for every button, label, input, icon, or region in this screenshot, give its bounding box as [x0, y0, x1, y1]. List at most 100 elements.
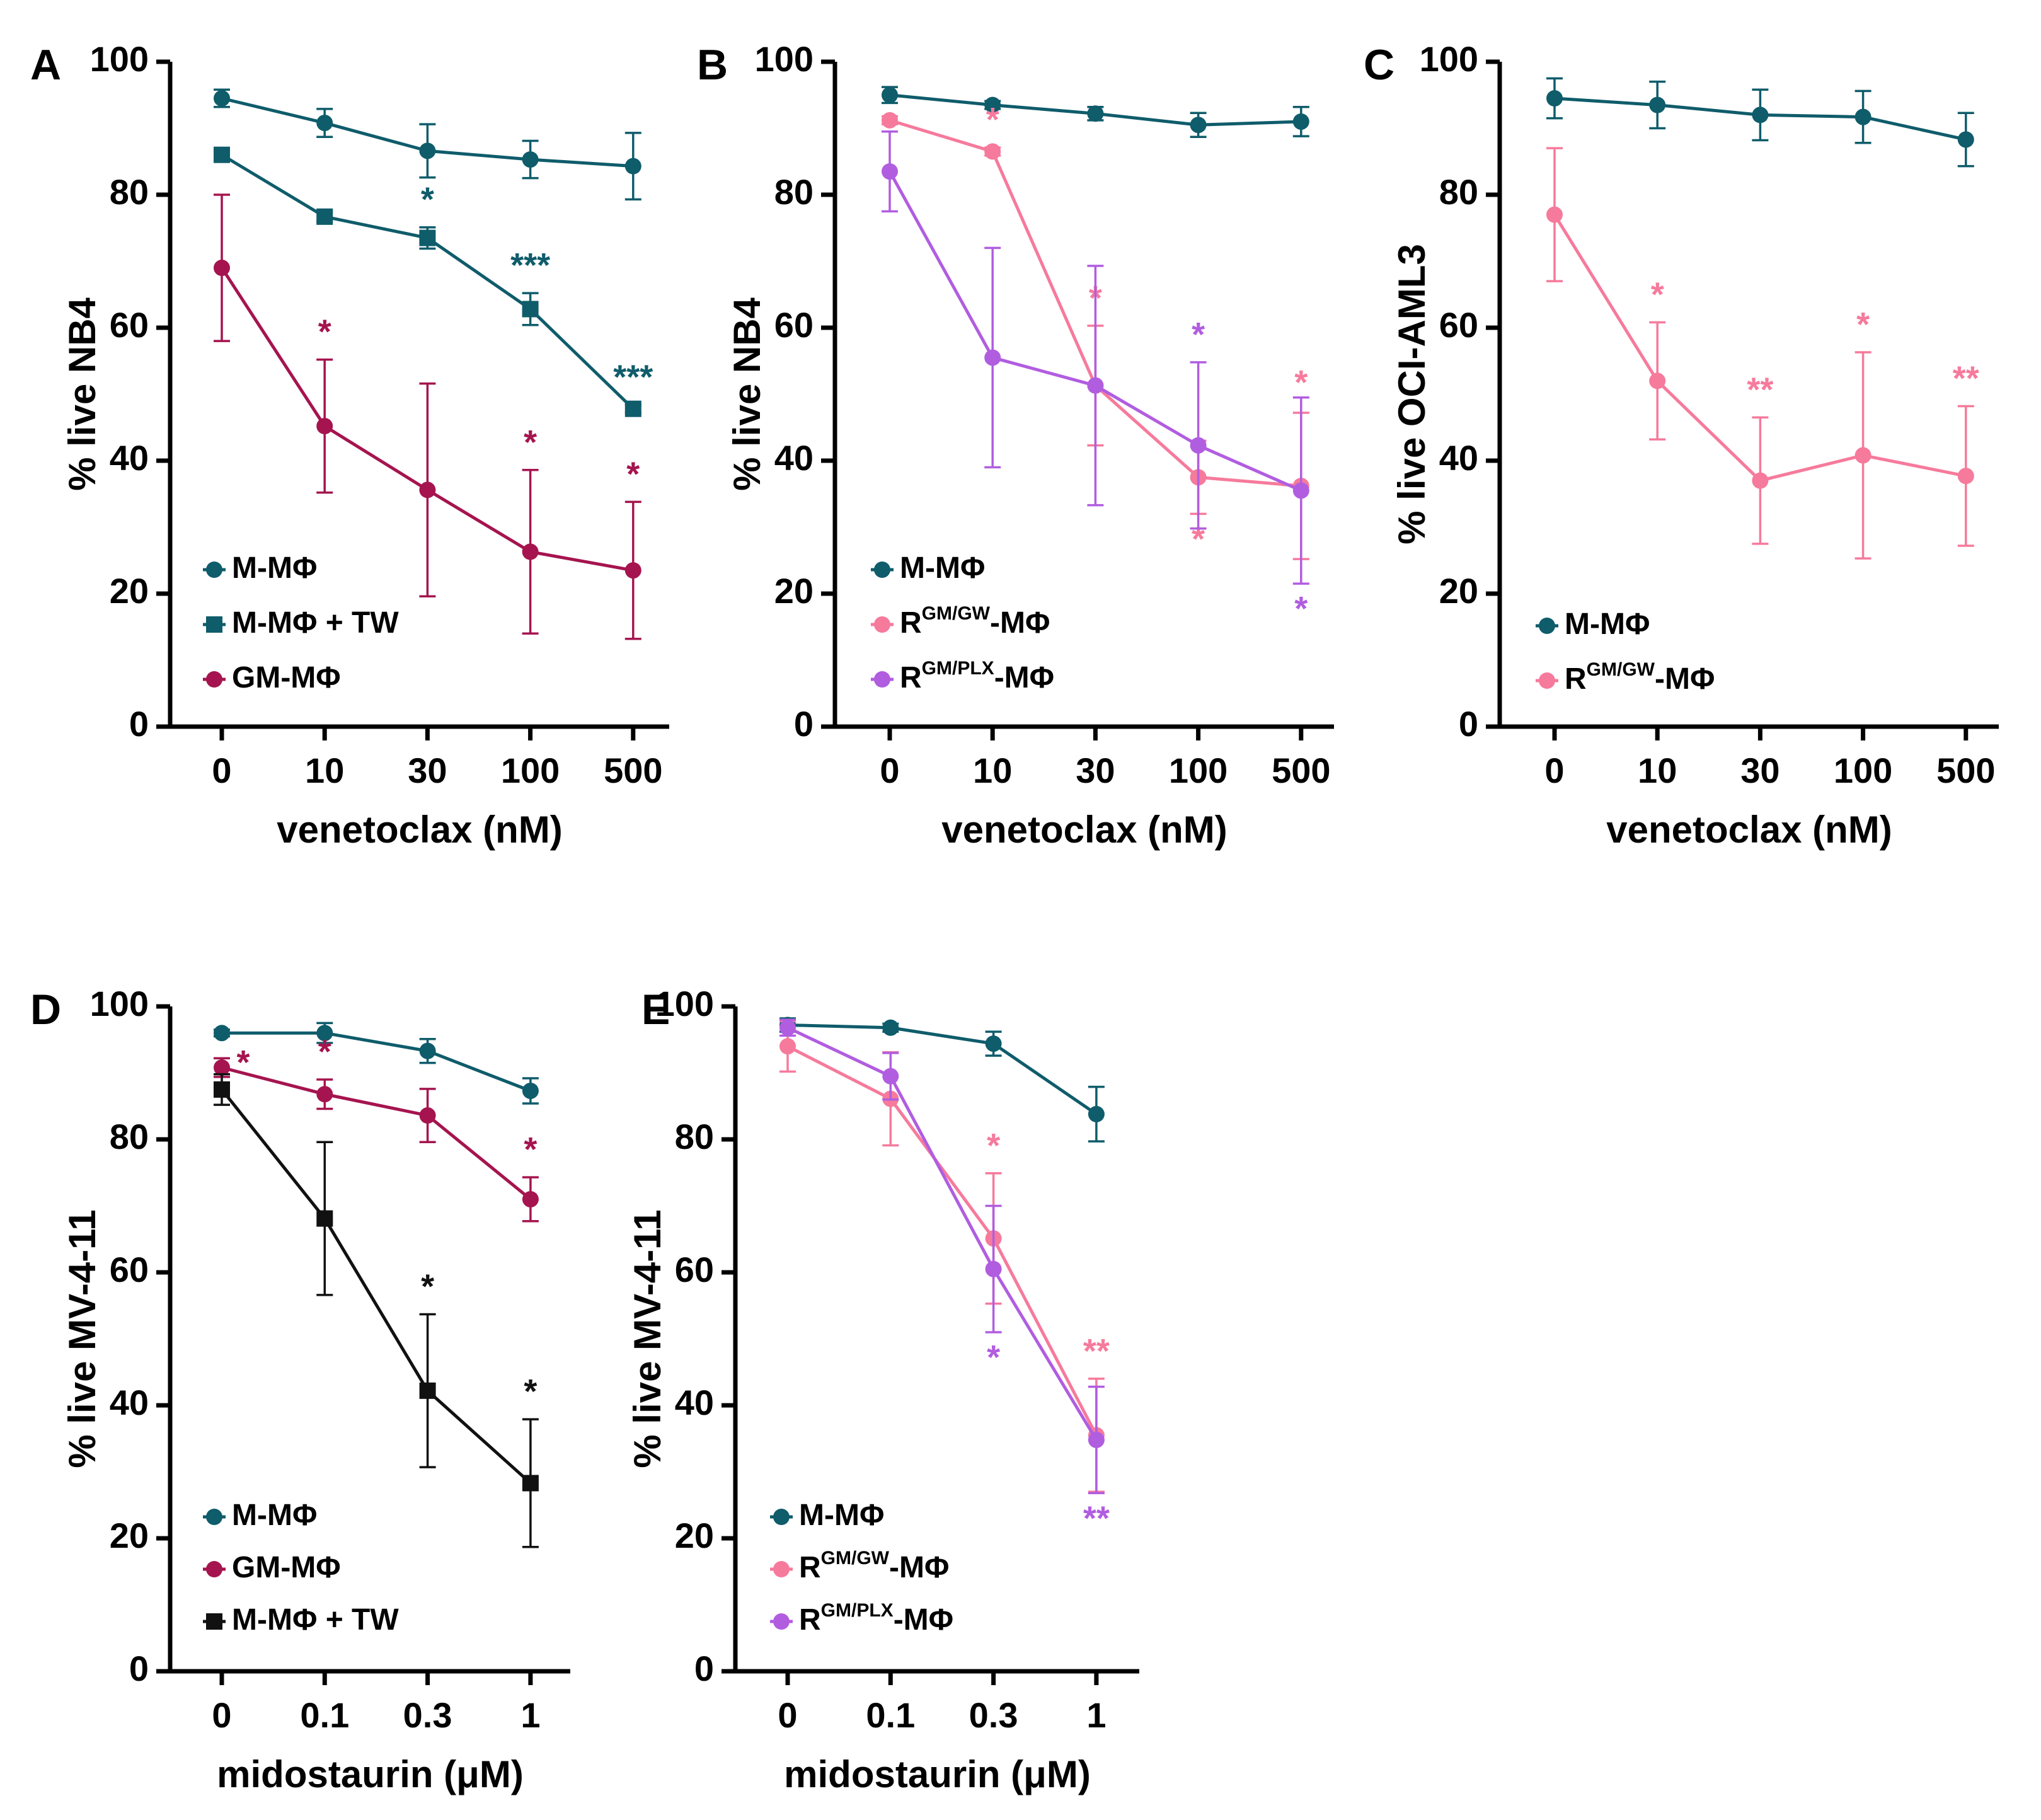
data-point [419, 1382, 436, 1399]
data-point [1292, 113, 1309, 130]
data-point [624, 158, 641, 175]
legend-label: RGM/PLX-MΦ [900, 658, 1054, 694]
series-line [222, 1031, 531, 1093]
data-point [316, 1086, 333, 1103]
legend-label: M-MΦ [232, 1499, 317, 1532]
series-1: * * * [214, 1033, 539, 1223]
x-tick-label: 100 [1169, 751, 1227, 790]
legend-item: M-MΦ [871, 551, 985, 585]
x-tick-label: 0.3 [969, 1695, 1018, 1735]
x-tick-label: 10 [973, 751, 1012, 790]
x-tick-label: 0.1 [866, 1695, 915, 1735]
series-2: ** [882, 130, 1309, 628]
series-2: *** [779, 1018, 1110, 1537]
y-tick-label: 0 [1459, 704, 1478, 744]
y-tick-label: 20 [1439, 571, 1478, 611]
data-point [214, 1081, 230, 1098]
legend-label: M-MΦ + TW [232, 1603, 399, 1637]
legend-swatch-marker [206, 671, 222, 688]
panel-letter: D [30, 986, 61, 1034]
significance-label: ** [1747, 371, 1773, 408]
significance-label: *** [613, 358, 653, 396]
y-tick-label: 100 [655, 984, 714, 1023]
y-tick-label: 0 [794, 704, 814, 744]
x-tick-label: 0 [1544, 751, 1564, 790]
series-line [787, 1023, 1098, 1115]
data-point [1088, 1105, 1105, 1122]
significance-label: * [1192, 316, 1205, 354]
data-point [316, 208, 333, 225]
panel-letter: B [697, 41, 728, 89]
y-tick-label: 20 [110, 571, 149, 611]
x-axis-label: midostaurin (μM) [784, 1753, 1091, 1795]
data-point [1292, 482, 1309, 499]
data-point [1088, 1431, 1105, 1448]
data-point [522, 301, 539, 318]
x-tick-label: 0 [212, 751, 231, 790]
legend-item: M-MΦ [203, 551, 317, 585]
data-point [882, 163, 898, 180]
data-point [214, 146, 230, 163]
panel-a: A 0 20 40 60 80 100 0 10 30 100 500 venetoclax (nM)%… [30, 39, 669, 851]
x-axis-label: midostaurin (μM) [217, 1753, 524, 1795]
legend-item: M-MΦ [1536, 608, 1650, 641]
data-point [882, 86, 898, 103]
x-tick-label: 10 [305, 751, 344, 790]
legend-label: M-MΦ [232, 551, 317, 585]
y-tick-label: 0 [694, 1649, 714, 1688]
data-point [419, 229, 436, 246]
data-point [882, 1019, 899, 1036]
legend-label: RGM/GW-MΦ [900, 603, 1050, 640]
y-tick-label: 20 [110, 1516, 149, 1555]
legend-swatch-marker [874, 671, 890, 688]
x-tick-label: 100 [1834, 751, 1892, 790]
significance-label: * [524, 423, 537, 461]
legend-swatch-marker [206, 562, 222, 578]
data-point [984, 143, 1001, 160]
y-axis-label: % live MV-4-11 [61, 1209, 103, 1468]
y-tick-label: 0 [129, 704, 149, 744]
y-axis-label: % live NB4 [61, 297, 103, 490]
y-tick-label: 20 [774, 571, 814, 611]
legend-swatch-marker [206, 1509, 222, 1525]
data-point [316, 418, 333, 435]
data-point [984, 96, 1001, 113]
legend-item: RGM/PLX-MΦ [770, 1600, 953, 1637]
legend-item: M-MΦ [770, 1499, 884, 1532]
data-point [214, 260, 230, 277]
legend-label: M-MΦ [799, 1499, 884, 1532]
significance-label: * [626, 455, 640, 493]
legend-label: RGM/GW-MΦ [799, 1548, 949, 1584]
panel-b: B 0 20 40 60 80 100 0 10 30 100 500 venetoclax (nM)%… [697, 39, 1334, 851]
significance-label: * [318, 313, 331, 351]
significance-label: * [421, 1267, 434, 1305]
data-point [1087, 105, 1104, 122]
legend-item: M-MΦ + TW [203, 606, 399, 640]
data-point [985, 1260, 1002, 1277]
significance-label: ** [1083, 1499, 1110, 1537]
data-point [624, 400, 641, 417]
data-point [1957, 131, 1974, 148]
y-axis-label: % live MV-4-11 [626, 1209, 669, 1468]
legend-item: RGM/GW-MΦ [770, 1548, 949, 1584]
data-point [419, 1107, 436, 1124]
x-tick-label: 500 [604, 751, 662, 790]
panel-letter: A [30, 41, 61, 89]
x-axis-label: venetoclax (nM) [1606, 809, 1892, 851]
y-tick-label: 60 [675, 1250, 714, 1289]
significance-label: *** [510, 246, 550, 284]
data-point [1190, 117, 1207, 134]
series-2: * * * [214, 193, 641, 640]
data-point [1546, 206, 1563, 223]
y-tick-label: 0 [129, 1649, 149, 1688]
legend-swatch-marker [206, 1613, 222, 1630]
data-point [1546, 90, 1563, 107]
series-line [786, 1045, 1098, 1436]
y-tick-label: 40 [110, 1383, 149, 1422]
data-point [522, 151, 539, 168]
legend-swatch-marker [206, 1561, 222, 1577]
y-tick-label: 40 [675, 1383, 714, 1422]
data-point [1854, 447, 1871, 464]
significance-label: * [1651, 276, 1664, 314]
